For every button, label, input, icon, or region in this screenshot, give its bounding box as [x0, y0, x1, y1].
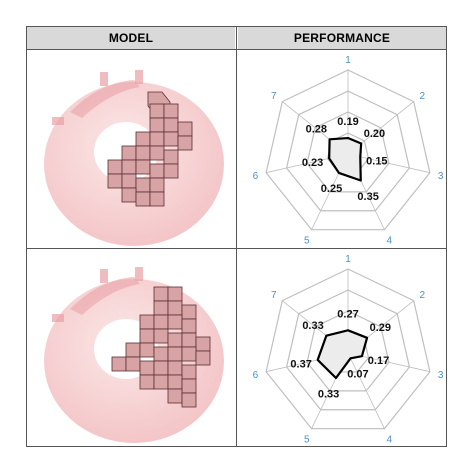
radar-ring — [306, 111, 390, 193]
radar-chart-1: 1 2 3 4 5 6 7 0.19 0.20 0.15 0.35 0.25 0.23 0.28 — [253, 55, 444, 247]
axis-label-7: 7 — [271, 290, 277, 301]
value-label: 0.29 — [370, 322, 391, 334]
value-label: 0.15 — [366, 156, 387, 168]
value-label: 0.33 — [302, 320, 323, 332]
axis-label-2: 2 — [419, 91, 425, 102]
radar-ring — [285, 289, 411, 411]
radar-ring — [265, 69, 431, 231]
axis-label-4: 4 — [386, 435, 392, 446]
axis-label-5: 5 — [304, 435, 310, 446]
value-label: 0.19 — [337, 116, 358, 128]
radar-ring — [306, 310, 390, 392]
value-label: 0.23 — [302, 157, 323, 169]
value-label: 0.20 — [364, 128, 385, 140]
data-polygon — [316, 329, 369, 380]
value-label: 0.28 — [306, 124, 327, 136]
value-label: 0.33 — [318, 388, 339, 400]
radar-spoke — [347, 352, 385, 429]
radar-ring — [265, 268, 431, 430]
value-label: 0.37 — [290, 359, 311, 371]
data-polygon — [328, 136, 363, 182]
value-label: 0.17 — [368, 355, 389, 367]
block-cluster — [107, 91, 193, 207]
axis-label-6: 6 — [253, 171, 259, 182]
radar-chart-2: 1 2 3 4 5 6 7 0.27 0.29 0.170.07 0.33 0.37 0.33 — [253, 254, 444, 446]
axis-label-7: 7 — [271, 91, 277, 102]
axis-label-2: 2 — [419, 290, 425, 301]
axis-label-4: 4 — [386, 236, 392, 247]
axis-label-3: 3 — [438, 370, 444, 381]
value-label: 0.35 — [357, 191, 378, 203]
model-image-2 — [44, 267, 224, 443]
header-performance: PERFORMANCE — [238, 27, 446, 49]
model-image-1 — [44, 70, 224, 246]
radar-spoke — [347, 153, 430, 174]
value-label: 0.25 — [321, 183, 342, 195]
block-cluster — [111, 286, 211, 408]
axis-label-3: 3 — [438, 171, 444, 182]
value-label: 0.27 — [337, 308, 358, 320]
value-label: 0.07 — [347, 369, 368, 381]
radar-ring — [285, 90, 411, 212]
axis-label-6: 6 — [253, 370, 259, 381]
axis-label-1: 1 — [345, 254, 351, 265]
axis-label-5: 5 — [304, 236, 310, 247]
axis-label-1: 1 — [345, 55, 351, 66]
header-model: MODEL — [27, 27, 235, 49]
